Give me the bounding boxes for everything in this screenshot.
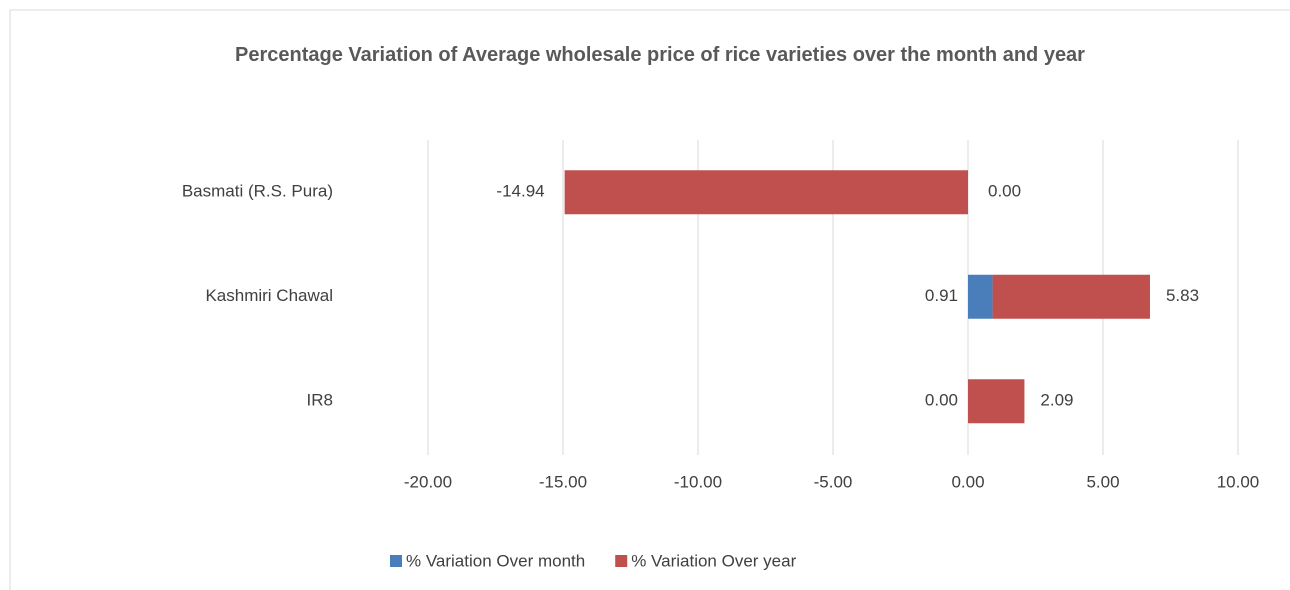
legend-swatch — [615, 555, 628, 567]
data-label: 0.00 — [925, 391, 958, 410]
legend-label: % Variation Over month — [406, 551, 585, 570]
bar — [564, 170, 968, 215]
legend-label: % Variation Over year — [631, 551, 796, 570]
x-tick-label: -15.00 — [539, 472, 587, 491]
x-tick-label: -5.00 — [814, 472, 853, 491]
data-label: 2.09 — [1040, 391, 1073, 410]
legend-swatch — [390, 555, 402, 567]
x-tick-label: -10.00 — [674, 472, 722, 491]
data-label: 0.91 — [925, 286, 958, 305]
bar — [968, 379, 1025, 424]
x-tick-label: 0.00 — [951, 472, 984, 491]
y-tick-label: Kashmiri Chawal — [205, 286, 333, 305]
bar — [968, 274, 993, 319]
y-tick-label: Basmati (R.S. Pura) — [182, 182, 333, 201]
x-tick-label: 10.00 — [1217, 472, 1260, 491]
data-label: 0.00 — [988, 182, 1021, 201]
x-tick-label: -20.00 — [404, 472, 452, 491]
x-tick-label: 5.00 — [1086, 472, 1119, 491]
chart-title: Percentage Variation of Average wholesal… — [235, 44, 1085, 66]
y-tick-label: IR8 — [307, 391, 333, 410]
bar — [992, 274, 1150, 319]
data-label: 5.83 — [1166, 286, 1199, 305]
data-label: -14.94 — [496, 182, 544, 201]
